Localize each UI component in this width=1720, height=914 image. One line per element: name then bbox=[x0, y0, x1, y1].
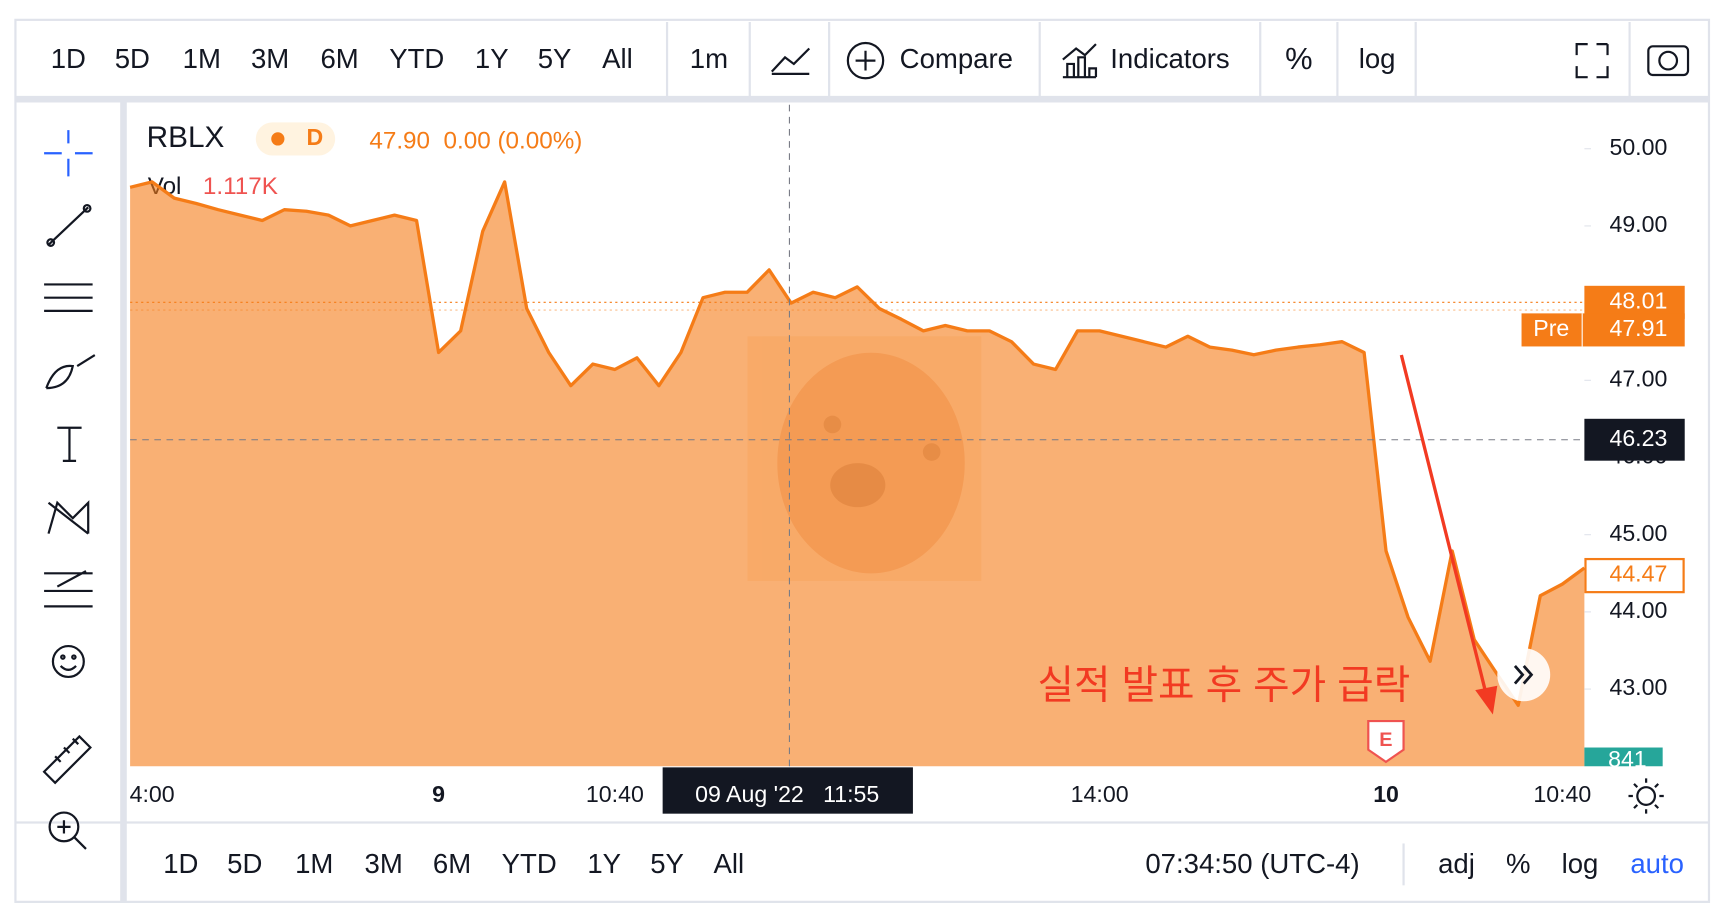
toolbar-separators bbox=[665, 22, 1631, 886]
earnings-label: E bbox=[1379, 729, 1392, 751]
x-tick-label: 9 bbox=[432, 781, 445, 807]
range-button[interactable]: 3M bbox=[365, 848, 403, 879]
y-tick-label: 45.00 bbox=[1609, 520, 1667, 546]
symbol: RBLX bbox=[147, 121, 225, 154]
crosshair-time: 09 Aug '22 11:55 bbox=[695, 781, 879, 807]
indicators-button[interactable]: Indicators bbox=[1110, 43, 1229, 74]
crosshair-price-box bbox=[1584, 418, 1685, 461]
sun-icon bbox=[271, 132, 285, 146]
x-tick-label: 10:40 bbox=[1533, 781, 1591, 807]
x-tick-label: 10:40 bbox=[586, 781, 644, 807]
area bbox=[130, 181, 1585, 767]
y-tick-label: 47.00 bbox=[1609, 365, 1667, 391]
toolbar-icons bbox=[770, 41, 1690, 80]
range-button[interactable]: 6M bbox=[320, 43, 358, 74]
x-tick-label: 4:00 bbox=[130, 781, 175, 807]
range-button[interactable]: YTD bbox=[502, 848, 557, 879]
adj-button[interactable]: adj bbox=[1438, 848, 1475, 879]
timeframe-badge bbox=[255, 122, 336, 156]
range-button[interactable]: 1M bbox=[183, 43, 221, 74]
log-button[interactable]: log bbox=[1359, 43, 1396, 74]
current-price-box bbox=[1584, 557, 1685, 594]
range-button[interactable]: 5D bbox=[227, 848, 262, 879]
sidebar-icons bbox=[42, 130, 96, 850]
crosshair-price-label: 46.23 bbox=[1609, 425, 1667, 451]
earnings-badge[interactable] bbox=[1367, 719, 1405, 764]
log-button[interactable]: log bbox=[1562, 848, 1599, 879]
clock: 07:34:50 (UTC-4) bbox=[1145, 848, 1359, 879]
percent-button[interactable]: % bbox=[1285, 41, 1312, 76]
range-button[interactable]: 5Y bbox=[538, 43, 572, 74]
pre-box bbox=[1521, 313, 1685, 347]
range-button[interactable]: 6M bbox=[433, 848, 471, 879]
quote: 47.90 0.00 (0.00%) bbox=[369, 128, 582, 155]
range-button[interactable]: 5D bbox=[115, 43, 150, 74]
last-price-label: 48.01 bbox=[1609, 287, 1667, 313]
range-button[interactable]: YTD bbox=[389, 43, 444, 74]
range-button[interactable]: 1Y bbox=[587, 848, 621, 879]
x-tick-label: 14:00 bbox=[1071, 781, 1129, 807]
volume-last-label: 841 bbox=[1608, 746, 1647, 772]
x-tick-label: 10 bbox=[1373, 781, 1399, 807]
plot bbox=[129, 180, 1586, 767]
compare-button[interactable]: Compare bbox=[900, 43, 1013, 74]
range-button[interactable]: 1D bbox=[51, 43, 86, 74]
range-button[interactable]: All bbox=[713, 848, 744, 879]
price-line bbox=[129, 180, 1586, 707]
crosshair-time-box bbox=[662, 767, 913, 814]
range-button[interactable]: 1M bbox=[295, 848, 333, 879]
range-button[interactable]: 1Y bbox=[475, 43, 509, 74]
timeframe: D bbox=[307, 124, 324, 150]
y-tick-label: 49.00 bbox=[1609, 211, 1667, 237]
last-price-box bbox=[1584, 285, 1685, 319]
settings-icon[interactable] bbox=[1628, 778, 1664, 814]
pre-price-label: 47.91 bbox=[1609, 315, 1667, 341]
range-button[interactable]: All bbox=[602, 43, 633, 74]
range-button[interactable]: 1D bbox=[163, 848, 198, 879]
auto-button[interactable]: auto bbox=[1630, 848, 1684, 879]
range-button[interactable]: 5Y bbox=[650, 848, 684, 879]
annotation: 실적 발표 후 주가 급락 bbox=[1037, 663, 1410, 707]
y-tick-label: 50.00 bbox=[1609, 134, 1667, 160]
y-tick-label: 43.00 bbox=[1609, 674, 1667, 700]
annotation-arrowhead bbox=[1475, 685, 1498, 715]
y-tick-label: 44.00 bbox=[1609, 597, 1667, 623]
current-price-label: 44.47 bbox=[1609, 561, 1667, 587]
percent-button[interactable]: % bbox=[1506, 848, 1531, 879]
interval-button[interactable]: 1m bbox=[690, 43, 728, 74]
annotation-arrow bbox=[1399, 354, 1491, 704]
volume-box bbox=[1584, 747, 1663, 767]
pre-label: Pre bbox=[1533, 315, 1569, 341]
volume-value: 1.117K bbox=[203, 173, 278, 200]
scroll-icon bbox=[1513, 665, 1534, 685]
range-button[interactable]: 3M bbox=[251, 43, 289, 74]
